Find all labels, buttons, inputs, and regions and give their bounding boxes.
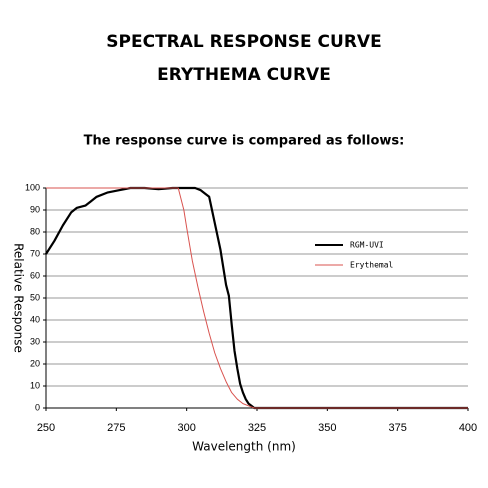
x-tick-label: 350 <box>318 422 336 434</box>
x-tick-label: 300 <box>177 422 195 434</box>
x-tick-label: 250 <box>37 422 55 434</box>
series-line <box>46 187 468 409</box>
y-tick-label: 100 <box>25 182 40 192</box>
x-axis-label: Wavelength (nm) <box>192 440 296 454</box>
y-tick-label: 70 <box>30 248 40 258</box>
caption: The response curve is compared as follow… <box>84 134 405 149</box>
y-tick-label: 10 <box>30 380 40 390</box>
y-tick-label: 90 <box>30 204 40 214</box>
legend-label: RGM-UVI <box>350 241 384 250</box>
y-tick-label: 50 <box>30 292 40 302</box>
x-tick-label: 375 <box>388 422 406 434</box>
y-tick-label: 30 <box>30 336 40 346</box>
y-tick-label: 20 <box>30 358 40 368</box>
x-tick-label: 400 <box>459 422 477 434</box>
y-tick-label: 80 <box>30 226 40 236</box>
series-line <box>45 186 468 410</box>
title: SPECTRAL RESPONSE CURVE <box>106 32 381 52</box>
x-tick-label: 275 <box>107 422 125 434</box>
y-tick-label: 40 <box>30 314 40 324</box>
y-tick-label: 0 <box>35 402 40 412</box>
legend-label: Erythemal <box>350 261 394 270</box>
x-tick-label: 325 <box>248 422 266 434</box>
y-tick-label: 60 <box>30 270 40 280</box>
y-axis-label: Relative Response <box>12 243 26 353</box>
subtitle: ERYTHEMA CURVE <box>157 65 331 85</box>
